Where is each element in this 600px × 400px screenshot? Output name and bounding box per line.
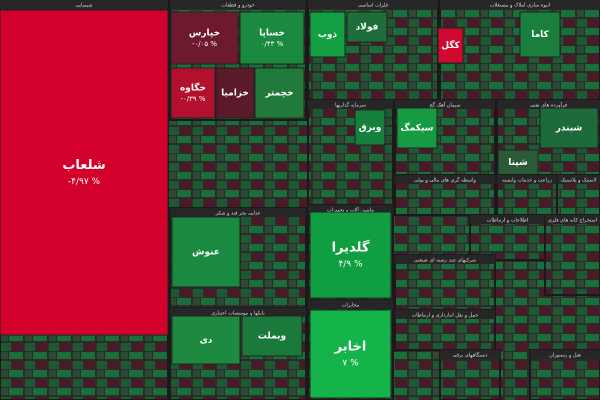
sector-header-bg <box>308 0 438 9</box>
sector-header: سیمان آهک گچ <box>429 102 460 109</box>
tile-name: شپنا <box>508 158 528 168</box>
sector-header: انبوه سازی املاک و مستغلات <box>490 2 551 9</box>
sector-header: استخراج کانه های فلزی <box>548 218 597 224</box>
tile-name: کاما <box>531 30 549 40</box>
sector-header: هتل و رستوران <box>549 353 581 359</box>
tile <box>254 67 305 119</box>
tile-name: شبندر <box>555 124 583 134</box>
tile-change: -۰/۳۹ % <box>180 95 205 103</box>
tile <box>437 27 464 64</box>
tile <box>170 11 239 65</box>
sector-header: بانکها و موسسات اعتباری <box>211 311 264 317</box>
tile-name: خچمتر <box>264 89 293 99</box>
tile-name: اخابر <box>334 340 367 355</box>
tile <box>215 67 255 119</box>
sector-header-bg <box>557 175 600 184</box>
tile-name: عنوش <box>192 248 220 258</box>
tile-name: ذوب <box>318 30 338 40</box>
sector-header-bg <box>395 310 495 319</box>
tile <box>239 11 305 65</box>
sector-header: مخابرات <box>342 303 360 309</box>
tile-name: خگاوه <box>180 82 206 94</box>
sector-header: غذایی بجز قند و شکر <box>215 211 261 217</box>
tile <box>346 11 388 43</box>
tile <box>539 107 599 149</box>
tile <box>396 107 438 149</box>
tile-name: خساپا <box>259 29 285 39</box>
sector-header: لاستیک و پلاستیک <box>560 178 596 184</box>
sector-header: حمل و نقل انبارداری و ارتباطات <box>412 313 479 319</box>
sector-header-bg <box>470 215 545 224</box>
tile-change: ۷ % <box>342 359 359 369</box>
tile <box>0 9 169 336</box>
sector-header-bg <box>497 175 557 184</box>
sector-header: خودرو و قطعات <box>221 3 254 9</box>
tile-name: گلدیرا <box>332 240 370 256</box>
sector-header-bg <box>395 255 495 264</box>
tile-name: خپارس <box>189 29 220 39</box>
sector-header-bg <box>530 350 600 359</box>
sector-header-bg <box>308 100 393 109</box>
sector-header-bg <box>440 350 500 359</box>
sector-header-bg <box>440 0 600 9</box>
tile <box>519 11 561 58</box>
tile <box>497 149 539 176</box>
tile <box>309 309 392 399</box>
tile-change: ۴/۹ % <box>338 260 363 270</box>
sector-header: واسطه گری های مالی و پولی <box>414 177 476 184</box>
sector-header: سرمایه گذاریها <box>335 102 366 109</box>
tile <box>309 211 392 299</box>
tile <box>309 11 346 58</box>
sector-header-bg <box>308 300 393 309</box>
sector-header-bg <box>170 308 306 317</box>
sector-header-bg <box>308 205 393 214</box>
tile <box>241 315 303 357</box>
sector-frame <box>169 0 307 121</box>
tile <box>170 67 216 119</box>
sector-header-bg <box>395 100 495 109</box>
tile-name: خزامیا <box>221 89 249 99</box>
sector-header-bg <box>0 0 168 9</box>
sector-header: اطلاعات و ارتباطات <box>487 218 529 224</box>
tile-change: ۰/۴۳ % <box>261 40 284 48</box>
sector-header-bg <box>170 0 306 9</box>
tile-name: وبملت <box>258 332 286 342</box>
tile-name: فولاد <box>356 23 379 33</box>
tile <box>171 315 241 365</box>
tile-name: کگل <box>441 39 460 51</box>
tile-name: وبرق <box>359 123 382 133</box>
sector-header-bg <box>497 100 600 109</box>
sector-header: فرآورده های نفتی <box>530 102 568 109</box>
tile <box>171 216 241 288</box>
sector-header-bg <box>170 208 306 217</box>
tile <box>354 109 386 146</box>
sector-header: دستگاههای برقی <box>453 352 488 359</box>
tile-change: -۰/۰۵ % <box>192 40 217 48</box>
sector-header-bg <box>395 175 495 184</box>
sector-header: فلزات اساسی <box>358 3 389 9</box>
sector-header: شرکتهای چند رشته ای صنعتی <box>414 258 476 264</box>
tile-name: سیکمگ <box>400 122 433 134</box>
tile-name: شلعاب <box>62 158 105 173</box>
tile-name: دی <box>200 336 213 346</box>
sector-header: زراعت و خدمات وابسته <box>502 178 552 184</box>
sector-header: شیمیایی <box>75 3 92 9</box>
sector-header-bg <box>545 215 600 224</box>
sector-header: ماشین آلات و تجهیزات <box>327 207 374 214</box>
tile-change: -۴/۹۷ % <box>68 177 101 187</box>
